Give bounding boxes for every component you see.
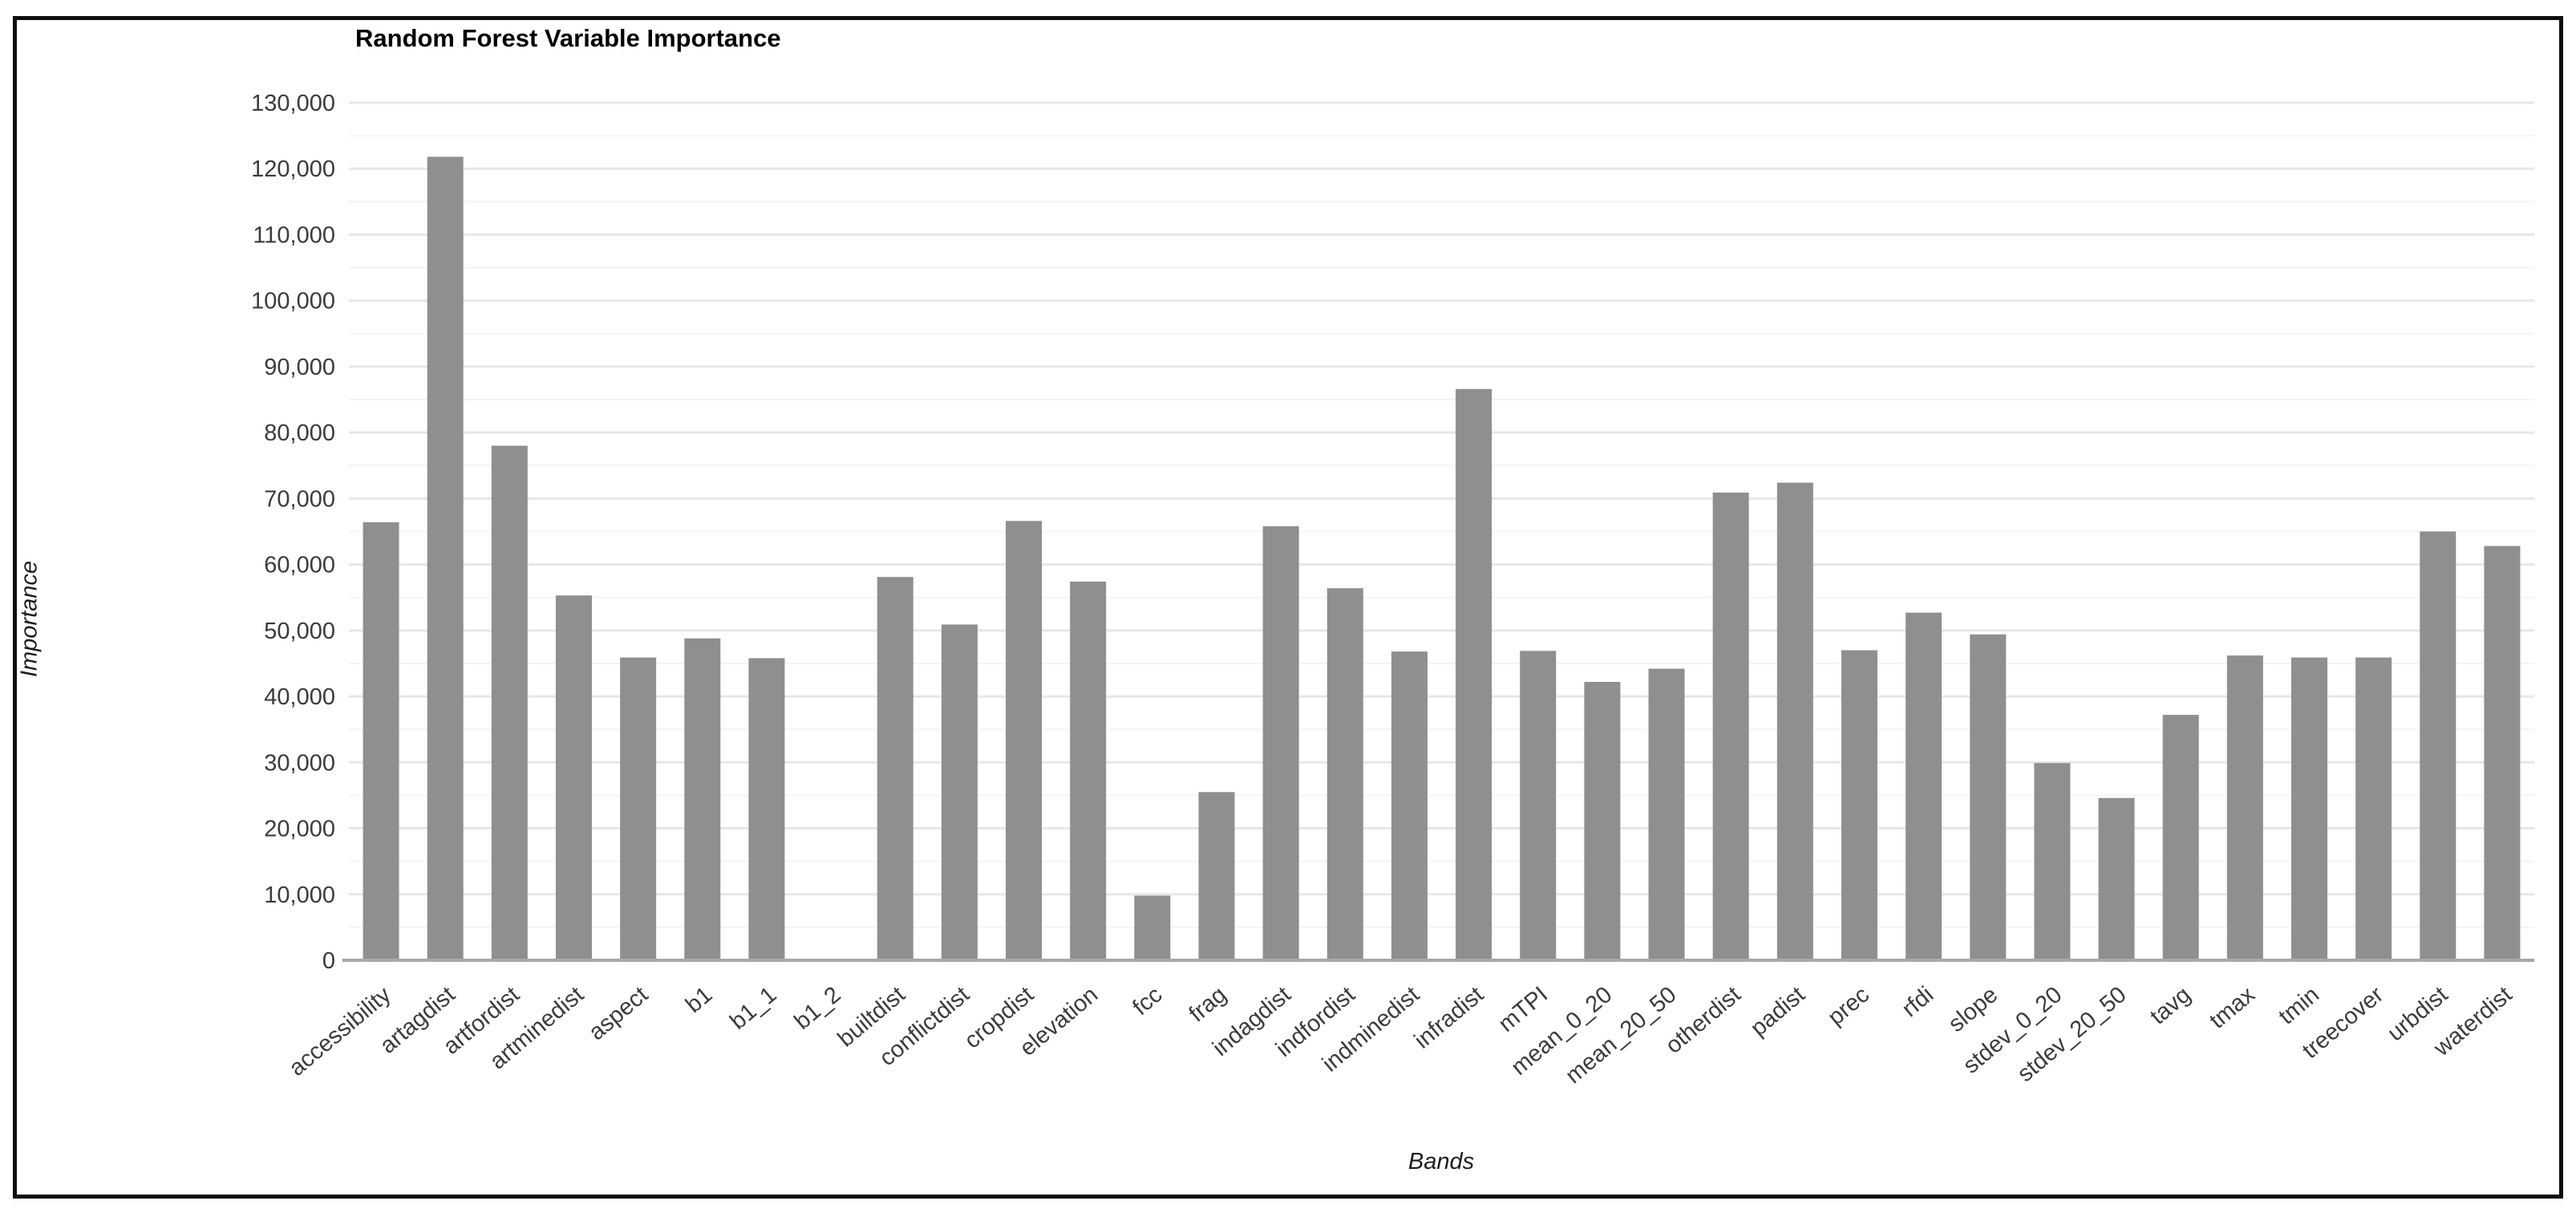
y-tick-label: 120,000 [251, 156, 335, 182]
bar-infradist[interactable] [1456, 388, 1493, 960]
x-tick-label-tmax: tmax [2205, 982, 2260, 1034]
x-tick-label-mean_20_50: mean_20_50 [1561, 982, 1681, 1089]
bar-fcc[interactable] [1134, 895, 1171, 960]
bar-rfdi[interactable] [1906, 612, 1942, 960]
bar-mTPI[interactable] [1520, 651, 1557, 960]
y-tick-label: 50,000 [264, 619, 335, 644]
bar-indfordist[interactable] [1326, 588, 1363, 960]
x-tick-label-rfdi: rfdi [1898, 982, 1938, 1022]
bar-padist[interactable] [1776, 482, 1813, 960]
bar-slope[interactable] [1970, 634, 2007, 960]
bar-stdev_20_50[interactable] [2098, 797, 2135, 960]
bar-treecover[interactable] [2355, 657, 2392, 960]
y-tick-label: 130,000 [251, 91, 335, 116]
bar-tmin[interactable] [2290, 657, 2327, 960]
bar-artfordist[interactable] [491, 445, 528, 960]
x-tick-label-tavg: tavg [2145, 982, 2196, 1030]
bar-otherdist[interactable] [1712, 492, 1749, 960]
bar-elevation[interactable] [1070, 581, 1107, 960]
bar-prec[interactable] [1841, 650, 1877, 960]
y-tick-label: 20,000 [264, 817, 335, 842]
y-tick-label: 60,000 [264, 553, 335, 578]
x-tick-label-b1: b1 [681, 982, 717, 1018]
bar-builtdist[interactable] [877, 577, 913, 960]
x-tick-label-fcc: fcc [1128, 982, 1167, 1020]
bar-conflictdist[interactable] [941, 624, 978, 960]
bar-cropdist[interactable] [1006, 521, 1043, 960]
bar-mean_20_50[interactable] [1648, 668, 1685, 960]
x-tick-label-padist: padist [1746, 982, 1810, 1041]
x-axis-title: Bands [1407, 1149, 1475, 1174]
bar-b1[interactable] [684, 638, 721, 960]
y-tick-label: 70,000 [264, 486, 335, 512]
x-tick-label-accessibility: accessibility [284, 982, 395, 1081]
x-tick-label-infradist: infradist [1410, 982, 1488, 1054]
x-tick-label-b1_1: b1_1 [725, 982, 781, 1035]
x-tick-label-frag: frag [1185, 982, 1232, 1028]
bar-tavg[interactable] [2162, 715, 2199, 960]
y-tick-label: 110,000 [253, 222, 335, 248]
bar-indminedist[interactable] [1391, 651, 1428, 960]
x-tick-label-prec: prec [1823, 982, 1874, 1031]
y-tick-label: 100,000 [251, 289, 335, 314]
x-tick-label-tmin: tmin [2274, 982, 2324, 1030]
bar-waterdist[interactable] [2484, 546, 2521, 960]
y-tick-label: 80,000 [264, 420, 335, 446]
bar-artminedist[interactable] [556, 595, 593, 960]
y-tick-label: 90,000 [264, 355, 335, 380]
y-tick-label: 30,000 [264, 750, 335, 776]
bar-aspect[interactable] [620, 657, 657, 960]
bar-b1_1[interactable] [748, 658, 785, 960]
x-tick-label-b1_2: b1_2 [790, 982, 846, 1035]
x-tick-label-aspect: aspect [584, 982, 653, 1045]
y-tick-label: 0 [322, 948, 335, 974]
bar-tmax[interactable] [2226, 655, 2263, 960]
bar-mean_0_20[interactable] [1584, 681, 1621, 960]
bar-frag[interactable] [1198, 792, 1235, 960]
y-tick-label: 10,000 [264, 882, 335, 908]
bar-artagdist[interactable] [427, 156, 464, 961]
bar-urbdist[interactable] [2420, 531, 2457, 961]
bar-accessibility[interactable] [363, 521, 399, 960]
bar-indagdist[interactable] [1262, 525, 1299, 960]
y-tick-label: 40,000 [264, 684, 335, 710]
chart-title: Random Forest Variable Importance [355, 24, 781, 52]
bar-stdev_0_20[interactable] [2034, 763, 2071, 960]
